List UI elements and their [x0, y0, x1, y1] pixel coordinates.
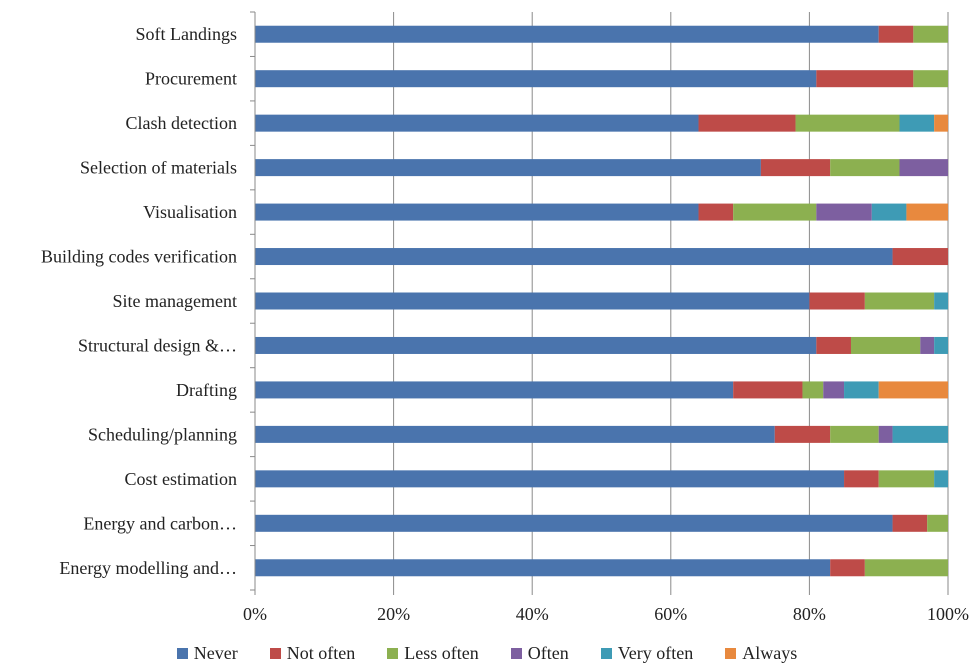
category-label: Energy modelling and… — [59, 558, 237, 578]
legend-label: Very often — [617, 642, 694, 663]
bar-segment — [892, 425, 948, 443]
bar-segment — [892, 248, 948, 266]
category-label: Cost estimation — [125, 469, 238, 489]
bar-segment — [934, 114, 948, 132]
category-label: Building codes verification — [41, 247, 237, 267]
bar-segment — [809, 292, 865, 310]
legend-swatch — [387, 647, 399, 659]
bar-segment — [906, 203, 948, 221]
legend-item: Very often — [600, 642, 694, 664]
bar-segment — [844, 470, 879, 488]
bar-segment — [899, 159, 948, 177]
category-labels: Soft Landings Procurement Clash detection S… — [41, 24, 237, 578]
bar-segment — [255, 114, 699, 132]
bar-segment — [934, 470, 948, 488]
bar-segment — [864, 292, 935, 310]
x-tick-label: 80% — [793, 604, 826, 624]
category-label: Selection of materials — [80, 158, 237, 178]
category-label: Scheduling/planning — [88, 424, 237, 444]
category-label: Soft Landings — [136, 24, 238, 44]
bar-segment — [255, 470, 845, 488]
legend-swatch — [176, 647, 188, 659]
bar-segment — [816, 70, 914, 88]
bar-segment — [927, 514, 948, 532]
bar-segment — [255, 336, 817, 354]
bar-segment — [830, 425, 879, 443]
bar-segment — [816, 203, 872, 221]
x-tick-label: 0% — [243, 604, 267, 624]
x-tick-label: 20% — [377, 604, 410, 624]
bar-segment — [913, 25, 948, 43]
x-tick-labels: 0% 20% 40% 60% 80% 100% — [243, 604, 969, 624]
category-label: Site management — [113, 291, 237, 311]
legend-label: Often — [527, 642, 569, 663]
bar-segment — [878, 25, 914, 43]
legend-swatch — [510, 647, 522, 659]
bar-segment — [830, 559, 865, 577]
bar-segment — [844, 381, 879, 399]
bar-segment — [733, 203, 817, 221]
bar-segment — [878, 425, 893, 443]
bar-segment — [934, 292, 948, 310]
bar-segment — [255, 25, 879, 43]
bar-segment — [760, 159, 831, 177]
x-tick-label: 40% — [516, 604, 549, 624]
bar-segment — [823, 381, 845, 399]
bar-segment — [913, 70, 948, 88]
x-tick-label: 100% — [927, 604, 969, 624]
bar-segment — [733, 381, 803, 399]
bar-segment — [871, 203, 907, 221]
bar-segment — [255, 381, 734, 399]
category-label: Procurement — [145, 69, 237, 89]
axes — [250, 11, 949, 595]
legend-item: Often — [510, 642, 569, 664]
bar-segment — [802, 381, 824, 399]
legend-label: Less often — [404, 642, 479, 663]
category-label: Energy and carbon… — [83, 513, 237, 533]
bar-segment — [816, 336, 851, 354]
bar-segment — [255, 159, 761, 177]
x-tick-label: 60% — [654, 604, 687, 624]
legend-swatch — [725, 647, 737, 659]
legend-swatch — [269, 647, 281, 659]
legend-label: Always — [742, 642, 798, 663]
bar-segment — [795, 114, 900, 132]
legend-item: Not often — [269, 642, 356, 664]
bar-segment — [698, 114, 796, 132]
bars — [255, 25, 948, 577]
category-label: Drafting — [176, 380, 237, 400]
stacked-bar-chart: Soft Landings Procurement Clash detection S… — [41, 11, 969, 624]
bar-segment — [698, 203, 734, 221]
bar-segment — [255, 559, 831, 577]
legend-item: Always — [725, 643, 797, 664]
bar-segment — [255, 248, 893, 266]
bar-segment — [255, 70, 817, 88]
bar-segment — [892, 514, 928, 532]
bar-segment — [864, 559, 948, 577]
category-label: Visualisation — [143, 202, 237, 222]
bar-segment — [255, 425, 775, 443]
bar-segment — [899, 114, 935, 132]
legend-item: Never — [176, 642, 238, 664]
bar-segment — [934, 336, 948, 354]
bar-segment — [850, 336, 921, 354]
category-label: Clash detection — [126, 113, 237, 133]
bar-segment — [830, 159, 900, 177]
bar-segment — [878, 470, 935, 488]
bar-segment — [255, 203, 699, 221]
bar-segment — [878, 381, 948, 399]
category-label: Structural design &… — [78, 335, 237, 355]
legend-label: Never — [193, 642, 238, 663]
bar-segment — [774, 425, 831, 443]
bar-segment — [920, 336, 935, 354]
legend-label: Not often — [286, 642, 356, 663]
legend: Never Not often Less often Often Very often A… — [0, 640, 974, 666]
legend-item: Less often — [387, 642, 479, 664]
bar-segment — [255, 514, 893, 532]
bar-segment — [255, 292, 810, 310]
legend-swatch — [600, 647, 612, 659]
